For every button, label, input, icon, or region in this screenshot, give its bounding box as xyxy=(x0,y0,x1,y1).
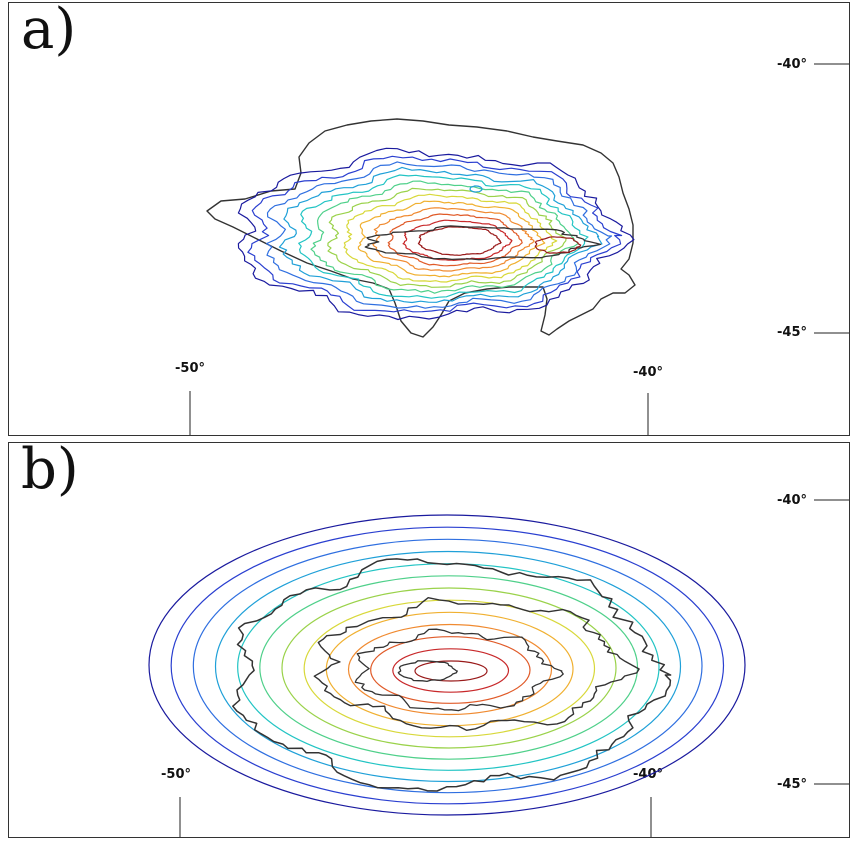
ellipse-contour-12 xyxy=(414,660,488,682)
contour-a-12 xyxy=(417,226,502,256)
panel-b-label: b) xyxy=(21,442,79,502)
ellipse-contour-8 xyxy=(325,611,574,727)
contour-a-10 xyxy=(387,213,523,267)
contour-a-0 xyxy=(237,147,635,321)
observed-outline-core xyxy=(397,660,458,683)
ellipse-contour-7 xyxy=(303,599,596,738)
ellipse-contour-2 xyxy=(192,538,703,794)
ellipse-contour-0 xyxy=(148,514,746,816)
ellipse-contour-group-b xyxy=(148,514,746,816)
observed-outline-mid xyxy=(313,597,640,731)
contour-a-5 xyxy=(310,180,579,294)
panel-b: b) -40° -45° -50° -40° xyxy=(8,442,850,838)
core-outline-a xyxy=(364,225,602,261)
contour-a-11 xyxy=(402,219,513,261)
contour-a-3 xyxy=(278,166,603,304)
contour-map-b xyxy=(148,499,849,837)
observed-outline-outer xyxy=(232,558,672,792)
ellipse-contour-11 xyxy=(392,648,510,693)
outline-a xyxy=(206,118,636,338)
ellipse-contour-10 xyxy=(370,636,531,704)
ellipse-contour-3 xyxy=(214,550,682,783)
contour-group-a xyxy=(206,118,636,338)
lat-label-north: -40° xyxy=(777,57,807,72)
contour-a-2 xyxy=(266,161,613,309)
panel-a: a) -40° -45° -50° -40° xyxy=(8,2,850,436)
ellipse-contour-4 xyxy=(237,563,660,771)
lon-label-west: -50° xyxy=(161,767,191,782)
isolated-contour-a xyxy=(469,185,483,193)
contour-map-a xyxy=(189,63,849,435)
contour-a-1 xyxy=(247,155,623,313)
contour-a-6 xyxy=(327,187,567,288)
ellipse-contour-5 xyxy=(259,575,639,760)
lon-label-east: -40° xyxy=(633,767,663,782)
lat-label-south: -45° xyxy=(777,325,807,340)
lat-label-south: -45° xyxy=(777,777,807,792)
lon-label-west: -50° xyxy=(175,361,205,376)
observed-outline-inner xyxy=(354,628,564,712)
contour-a-4 xyxy=(298,174,589,299)
lon-label-east: -40° xyxy=(633,365,663,380)
lat-label-north: -40° xyxy=(777,493,807,508)
observed-outline-group-b xyxy=(232,558,672,792)
contour-a-9 xyxy=(372,207,535,272)
ellipse-contour-1 xyxy=(170,526,725,805)
contour-a-8 xyxy=(357,200,546,278)
ellipse-contour-6 xyxy=(281,587,617,749)
peak-contour-a xyxy=(534,236,582,254)
panel-a-label: a) xyxy=(21,2,77,62)
contour-a-7 xyxy=(343,193,558,283)
ellipse-contour-9 xyxy=(347,623,553,716)
